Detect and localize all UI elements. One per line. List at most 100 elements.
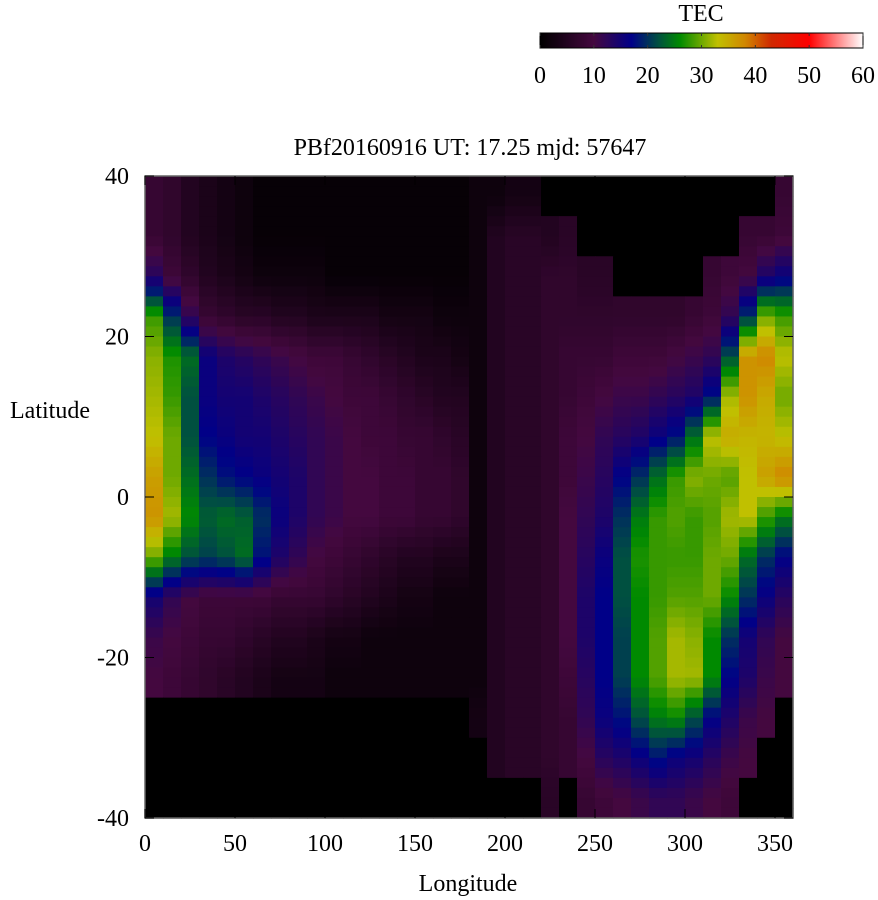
heatmap-cell — [541, 637, 560, 649]
heatmap-cell — [469, 296, 488, 308]
heatmap-cell — [145, 507, 164, 518]
heatmap-cell — [487, 206, 506, 217]
heatmap-cell — [487, 476, 506, 488]
heatmap-cell — [181, 787, 200, 799]
heatmap-cell — [379, 767, 398, 779]
heatmap-cell — [487, 707, 506, 719]
heatmap-cell — [145, 266, 164, 277]
heatmap-cell — [343, 587, 362, 598]
heatmap-cell — [685, 486, 704, 498]
heatmap-cell — [433, 206, 452, 217]
heatmap-cell — [649, 246, 668, 257]
heatmap-cell — [253, 416, 272, 428]
x-tick-label: 350 — [757, 831, 793, 857]
heatmap-cell — [505, 226, 524, 237]
heatmap-cell — [469, 326, 488, 338]
heatmap-cell — [451, 276, 470, 287]
heatmap-cell — [181, 376, 200, 388]
heatmap-cell — [613, 326, 632, 338]
heatmap-cell — [649, 677, 668, 689]
heatmap-cell — [343, 386, 362, 398]
heatmap-cell — [325, 607, 344, 618]
heatmap-cell — [379, 376, 398, 388]
heatmap-cell — [703, 777, 722, 789]
heatmap-cell — [487, 426, 506, 438]
heatmap-cell — [181, 717, 200, 729]
heatmap-cell — [307, 677, 326, 689]
heatmap-cell — [685, 527, 704, 538]
heatmap-cell — [181, 757, 200, 769]
heatmap-cell — [181, 647, 200, 659]
heatmap-cell — [199, 366, 218, 378]
heatmap-cell — [595, 747, 614, 759]
heatmap-cell — [451, 366, 470, 378]
heatmap-cell — [739, 597, 758, 608]
heatmap-cell — [685, 777, 704, 789]
heatmap-cell — [325, 406, 344, 418]
heatmap-cell — [685, 266, 704, 277]
heatmap-cell — [271, 186, 290, 197]
heatmap-cell — [577, 336, 596, 348]
heatmap-cell — [685, 577, 704, 588]
heatmap-cell — [253, 336, 272, 348]
heatmap-cell — [685, 346, 704, 358]
heatmap-cell — [145, 737, 164, 749]
heatmap-cell — [523, 507, 542, 518]
heatmap-cell — [739, 657, 758, 669]
heatmap-cell — [397, 296, 416, 308]
heatmap-cell — [271, 687, 290, 699]
heatmap-cell — [631, 286, 650, 297]
heatmap-cell — [487, 797, 506, 809]
heatmap-cell — [631, 757, 650, 769]
heatmap-cell — [721, 767, 740, 779]
heatmap-cell — [379, 246, 398, 257]
heatmap-cell — [253, 306, 272, 318]
heatmap-cell — [289, 276, 308, 287]
heatmap-cell — [343, 637, 362, 649]
heatmap-cell — [361, 236, 380, 247]
heatmap-cell — [595, 587, 614, 598]
heatmap-cell — [757, 306, 776, 318]
heatmap-cell — [667, 356, 686, 368]
heatmap-cell — [667, 647, 686, 659]
heatmap-cell — [721, 737, 740, 749]
heatmap-cell — [667, 396, 686, 408]
heatmap-cell — [199, 236, 218, 247]
heatmap-cell — [307, 667, 326, 679]
heatmap-cell — [325, 276, 344, 287]
heatmap-cell — [289, 406, 308, 418]
heatmap-cell — [235, 677, 254, 689]
heatmap-cell — [163, 777, 182, 789]
heatmap-cell — [325, 476, 344, 488]
heatmap-cell — [631, 777, 650, 789]
heatmap-cell — [703, 366, 722, 378]
heatmap-cell — [181, 627, 200, 639]
heatmap-cell — [631, 246, 650, 257]
heatmap-cell — [253, 186, 272, 197]
y-tick-label: -40 — [97, 806, 129, 832]
heatmap-cell — [649, 356, 668, 368]
heatmap-cell — [217, 436, 236, 448]
heatmap-cell — [523, 577, 542, 588]
heatmap-cell — [739, 366, 758, 378]
heatmap-cell — [307, 567, 326, 578]
heatmap-cell — [289, 607, 308, 618]
heatmap-cell — [595, 386, 614, 398]
heatmap-cell — [775, 396, 794, 408]
heatmap-cell — [685, 587, 704, 598]
heatmap-cell — [397, 747, 416, 759]
heatmap-cell — [559, 306, 578, 318]
heatmap-cell — [649, 697, 668, 709]
heatmap-cell — [595, 276, 614, 287]
heatmap-cell — [271, 597, 290, 608]
heatmap-cell — [289, 657, 308, 669]
heatmap-cell — [685, 557, 704, 568]
heatmap-cell — [217, 386, 236, 398]
heatmap-cell — [541, 767, 560, 779]
heatmap-cell — [361, 697, 380, 709]
heatmap-cell — [343, 246, 362, 257]
heatmap-cell — [577, 296, 596, 308]
heatmap-cell — [595, 737, 614, 749]
heatmap-cell — [505, 597, 524, 608]
heatmap-cell — [469, 637, 488, 649]
